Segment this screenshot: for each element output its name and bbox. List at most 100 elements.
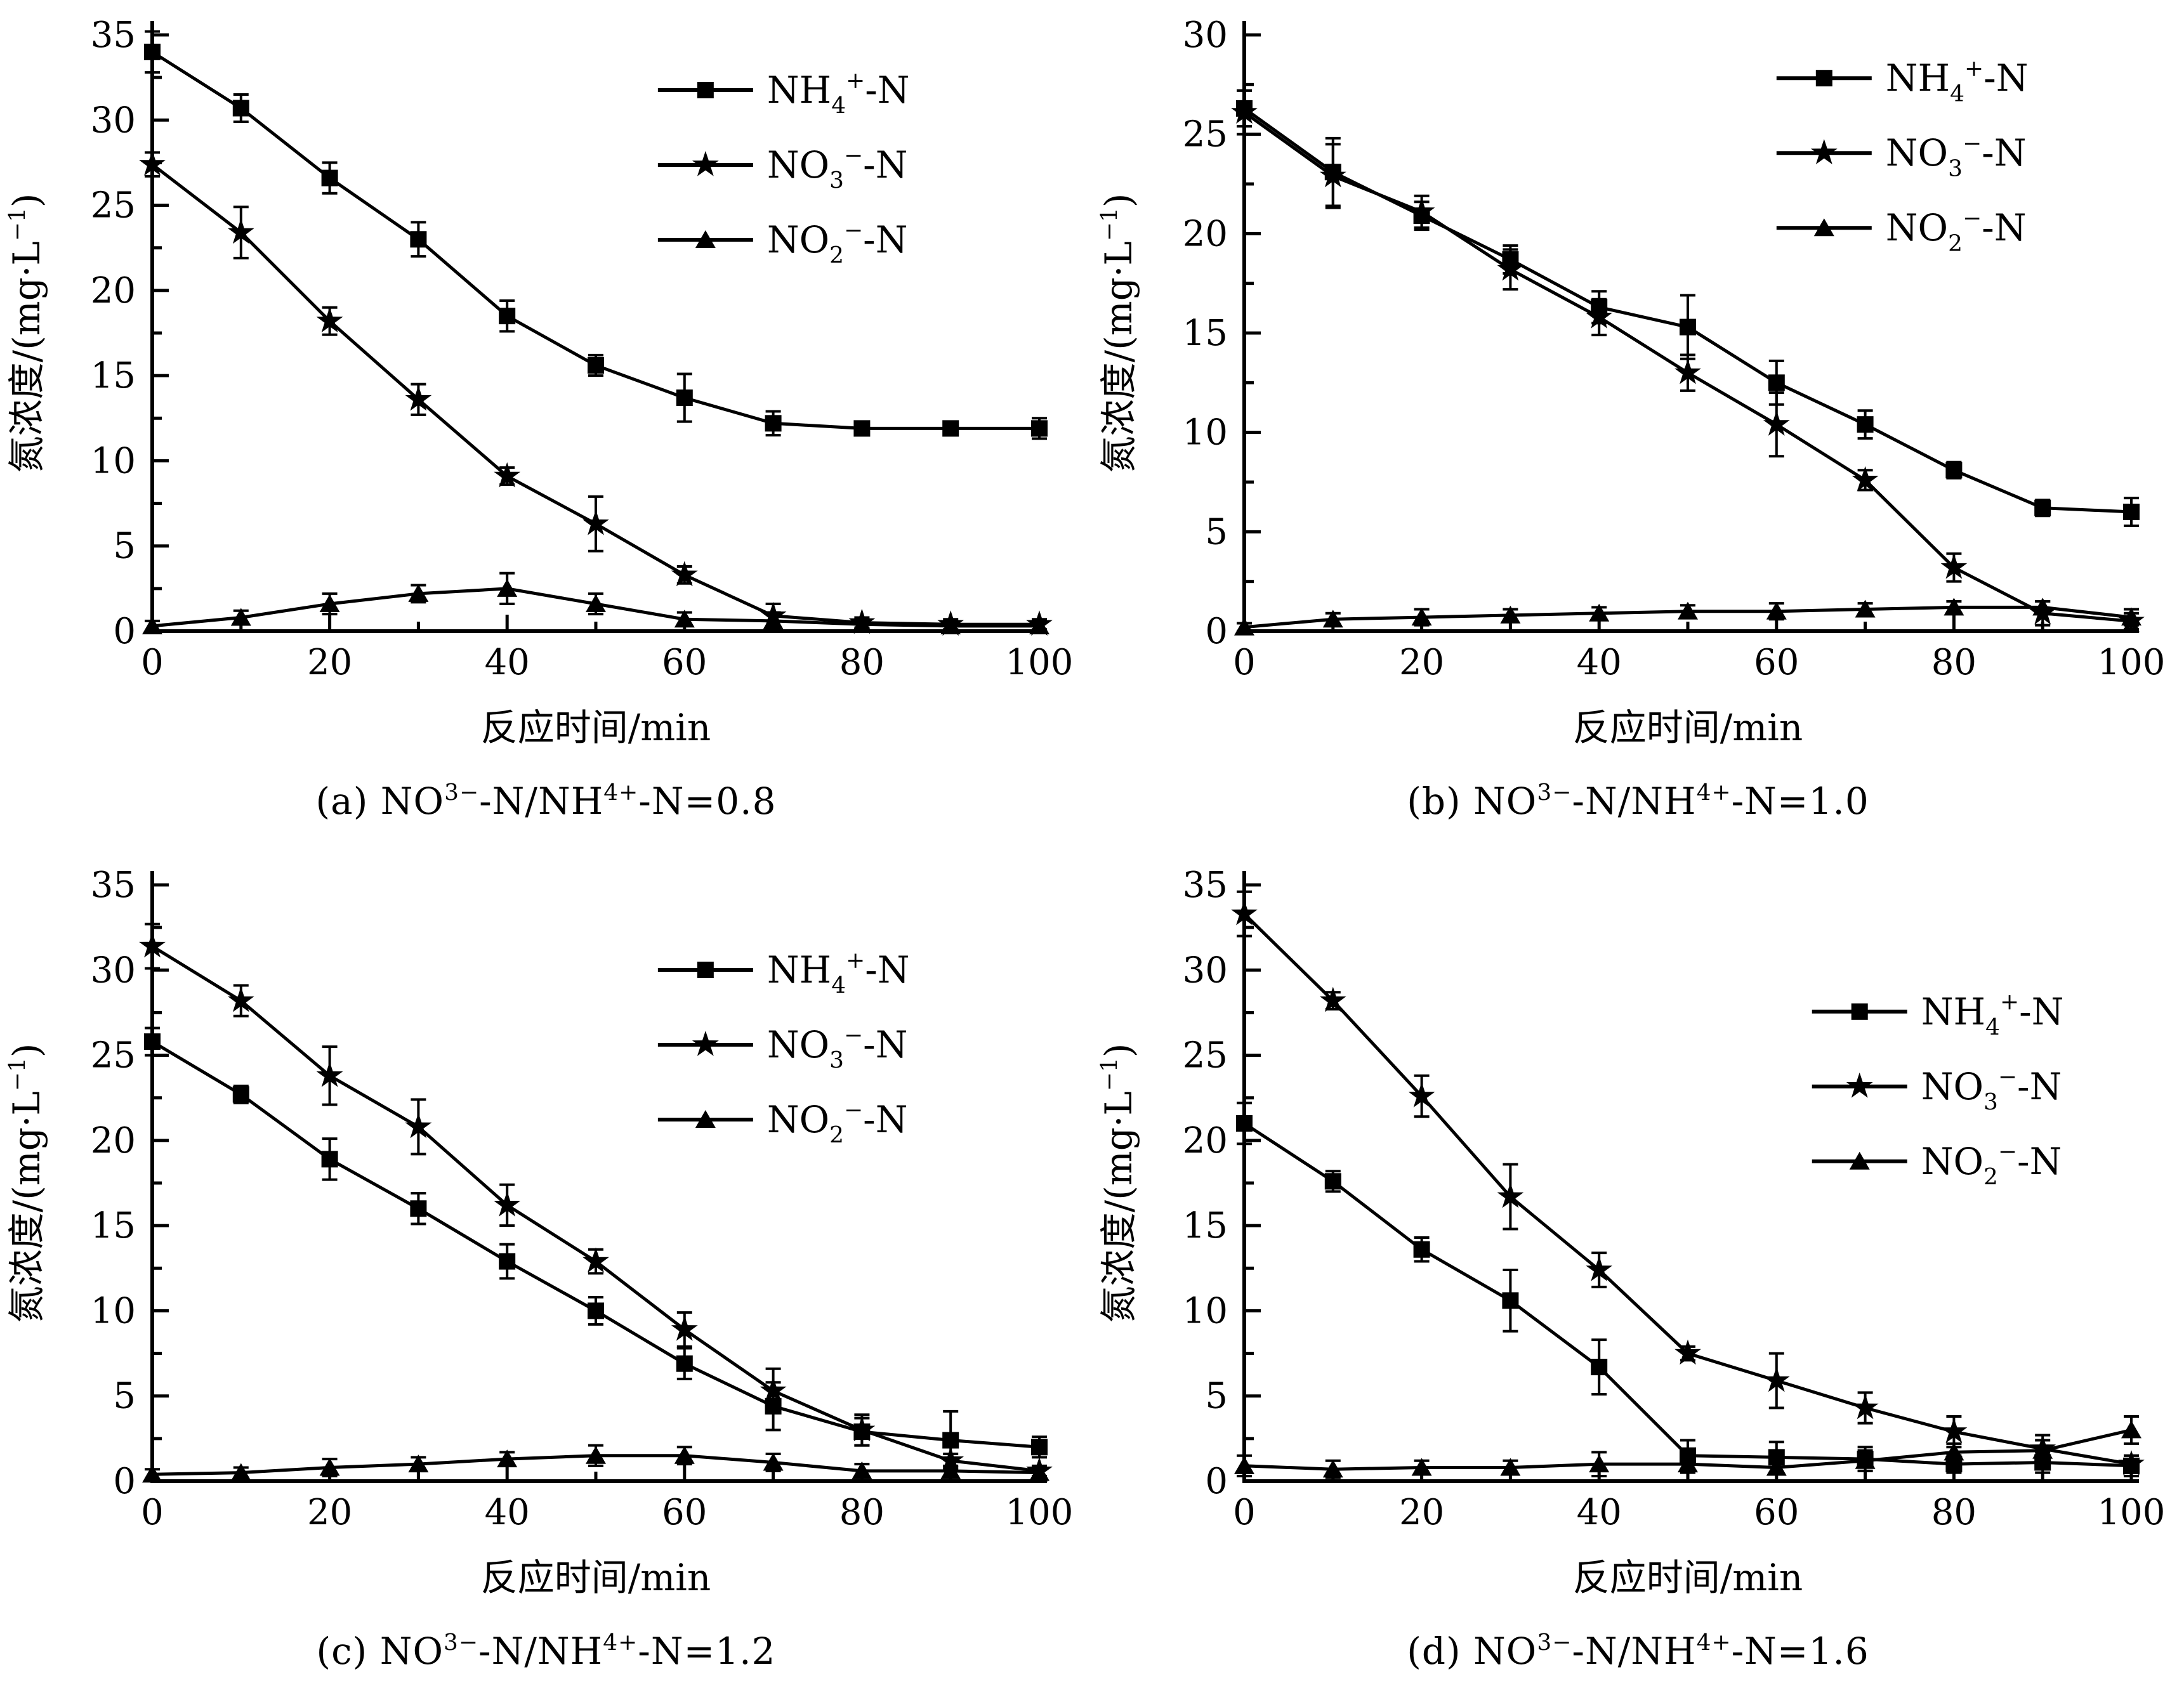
x-tick-label: 20: [1399, 642, 1444, 683]
data-point-triangle: [142, 616, 162, 634]
data-point-square: [1031, 1439, 1048, 1456]
data-point-star: [1846, 1072, 1873, 1098]
data-point-square: [1857, 416, 1874, 433]
data-point-star: [1408, 197, 1435, 223]
x-tick-label: 100: [2098, 642, 2166, 683]
series-1: [1231, 89, 2145, 633]
data-point-star: [494, 462, 521, 488]
data-point-triangle: [2121, 608, 2141, 626]
data-point-triangle: [1855, 599, 1876, 618]
data-point-triangle: [1411, 608, 1432, 626]
data-point-square: [410, 1200, 427, 1217]
data-point-triangle: [1678, 601, 1698, 620]
y-tick-label: 25: [1183, 1035, 1228, 1076]
data-point-triangle: [852, 1461, 872, 1479]
data-point-star: [1319, 162, 1346, 188]
x-tick-label: 20: [307, 1492, 352, 1533]
data-point-star: [671, 561, 698, 587]
subplot-c-caption: (c) NO 3− -N/NH 4 + -N=1.2: [316, 1630, 776, 1673]
data-point-square: [1413, 1241, 1430, 1258]
data-point-square: [499, 308, 516, 325]
data-point-star: [1674, 1339, 1701, 1365]
data-point-square: [1768, 374, 1785, 391]
data-point-star: [316, 307, 343, 332]
legend-label: NO3−-N: [767, 143, 908, 193]
plot-root: 0 5 10 15 20 25 30 35 0 20 40 60 80 100 反应时间/min 氮浓度/(m…: [4, 865, 1074, 1599]
data-point-triangle: [1411, 1458, 1432, 1476]
subplot-b: 0 5 10 15 20 25 30 0 20 40 60 80 100 反应时间/min 氮浓度/(mg·…: [1092, 0, 2184, 850]
data-point-star: [848, 1416, 876, 1442]
data-point-star: [692, 1031, 719, 1056]
data-point-star: [139, 150, 166, 176]
subplot-d-caption: (d) NO 3− -N/NH 4 + -N=1.6: [1407, 1630, 1869, 1673]
data-point-square: [697, 962, 714, 978]
x-tick-label: 0: [1233, 642, 1256, 683]
data-point-triangle: [1500, 1458, 1521, 1476]
data-point-square: [2034, 499, 2051, 516]
y-tick-label: 10: [1183, 412, 1228, 454]
data-point-triangle: [1849, 1151, 1870, 1170]
data-point-triangle: [1500, 605, 1521, 624]
data-point-square: [1324, 1173, 1341, 1190]
data-point-triangle: [674, 610, 695, 628]
data-point-square: [1851, 1003, 1868, 1020]
data-point-triangle: [319, 1458, 340, 1476]
data-point-star: [316, 1061, 343, 1087]
data-point-triangle: [1322, 610, 1343, 628]
data-point-star: [582, 1247, 609, 1273]
data-point-square: [676, 1355, 693, 1372]
legend: NH4+-N NO3−-N NO2−-N: [657, 948, 910, 1148]
data-point-star: [1408, 1082, 1435, 1108]
x-tick-label: 0: [141, 1492, 164, 1533]
data-point-square: [144, 43, 161, 60]
y-tick-label: 25: [91, 1035, 136, 1076]
data-point-square: [697, 82, 714, 98]
data-point-triangle: [1678, 1455, 1698, 1473]
series-2: [142, 572, 1049, 634]
y-tick-label: 10: [91, 1290, 136, 1331]
plot-a: 0 5 10 15 20 25 30 35 0 20 40 60 80 100 反应时间/min 氮浓度/(m…: [4, 15, 1074, 749]
data-point-square: [765, 415, 782, 432]
x-tick-label: 40: [1577, 1492, 1622, 1533]
legend: NH4+-N NO3−-N NO2−-N: [1812, 990, 2064, 1190]
legend-label: NH4+-N: [1921, 990, 2064, 1040]
data-point-star: [405, 385, 432, 411]
data-point-square: [1502, 1292, 1519, 1309]
subplot-a: 0 5 10 15 20 25 30 35 0 20 40 60 80 100 反应时间/min 氮浓度/(m…: [0, 0, 1092, 850]
y-tick-label: 15: [1183, 313, 1228, 354]
legend-label: NO3−-N: [1921, 1064, 2062, 1115]
data-point-star: [1231, 899, 1258, 925]
plot-b: 0 5 10 15 20 25 30 0 20 40 60 80 100 反应时间/min 氮浓度/(mg·…: [1096, 15, 2166, 749]
data-point-square: [321, 1151, 338, 1168]
y-tick-label: 30: [1183, 950, 1228, 991]
subplot-a-caption: (a) NO 3− -N/NH 4 + -N=0.8: [315, 780, 777, 823]
subplot-b-cell: 0 5 10 15 20 25 30 0 20 40 60 80 100 反应时间/min 氮浓度/(mg·…: [1092, 0, 2184, 850]
legend-label: NO2−-N: [1886, 206, 2027, 256]
series-1: [139, 150, 1053, 636]
y-tick-label: 15: [1183, 1205, 1228, 1246]
x-tick-label: 80: [1931, 1492, 1977, 1533]
data-point-triangle: [1322, 1460, 1343, 1478]
x-axis-title: 反应时间/min: [481, 1556, 711, 1599]
data-point-square: [144, 1033, 161, 1050]
x-tick-label: 40: [485, 642, 530, 683]
data-point-triangle: [408, 1455, 429, 1473]
data-point-triangle: [2032, 598, 2053, 616]
y-tick-label: 0: [113, 611, 136, 652]
data-point-triangle: [940, 1461, 961, 1479]
data-point-triangle: [1029, 616, 1049, 634]
y-tick-label: 0: [113, 1461, 136, 1502]
legend-label: NO2−-N: [767, 1097, 908, 1148]
data-point-star: [1674, 358, 1701, 384]
series-2: [142, 1444, 1049, 1483]
data-point-triangle: [142, 1465, 162, 1483]
y-tick-label: 25: [91, 185, 136, 226]
data-point-star: [1763, 1366, 1790, 1392]
x-axis-title: 反应时间/min: [1573, 706, 1803, 749]
data-point-triangle: [1944, 598, 1964, 616]
y-tick-label: 35: [1183, 865, 1228, 906]
x-tick-label: 60: [1754, 1492, 1799, 1533]
y-tick-label: 10: [91, 440, 136, 481]
data-point-triangle: [1766, 601, 1787, 620]
x-tick-label: 20: [1399, 1492, 1444, 1533]
